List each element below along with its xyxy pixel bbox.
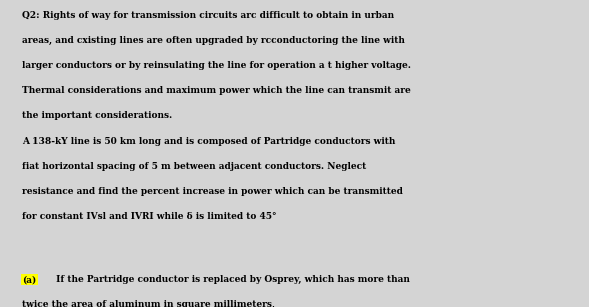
Text: for constant IVsl and IVRI while δ is limited to 45°: for constant IVsl and IVRI while δ is li… — [22, 212, 277, 221]
Text: Q2: Rights of way for transmission circuits arc difficult to obtain in urban: Q2: Rights of way for transmission circu… — [22, 11, 395, 20]
Text: resistance and find the percent increase in power which can be transmitted: resistance and find the percent increase… — [22, 187, 403, 196]
Text: (a): (a) — [22, 275, 37, 284]
Text: the important considerations.: the important considerations. — [22, 111, 173, 120]
Text: fiat horizontal spacing of 5 m between adjacent conductors. Neglect: fiat horizontal spacing of 5 m between a… — [22, 162, 366, 171]
Text: larger conductors or by reinsulating the line for operation a t higher voltage.: larger conductors or by reinsulating the… — [22, 61, 411, 70]
Text: If the Partridge conductor is replaced by Osprey, which has more than: If the Partridge conductor is replaced b… — [53, 275, 410, 284]
Text: A 138-kY line is 50 km long and is composed of Partridge conductors with: A 138-kY line is 50 km long and is compo… — [22, 137, 396, 146]
Text: Thermal considerations and maximum power which the line can transmit are: Thermal considerations and maximum power… — [22, 86, 411, 95]
Text: twice the area of aluminum in square millimeters,: twice the area of aluminum in square mil… — [22, 300, 276, 307]
Text: areas, and cxisting lines are often upgraded by rcconductoring the line with: areas, and cxisting lines are often upgr… — [22, 36, 405, 45]
